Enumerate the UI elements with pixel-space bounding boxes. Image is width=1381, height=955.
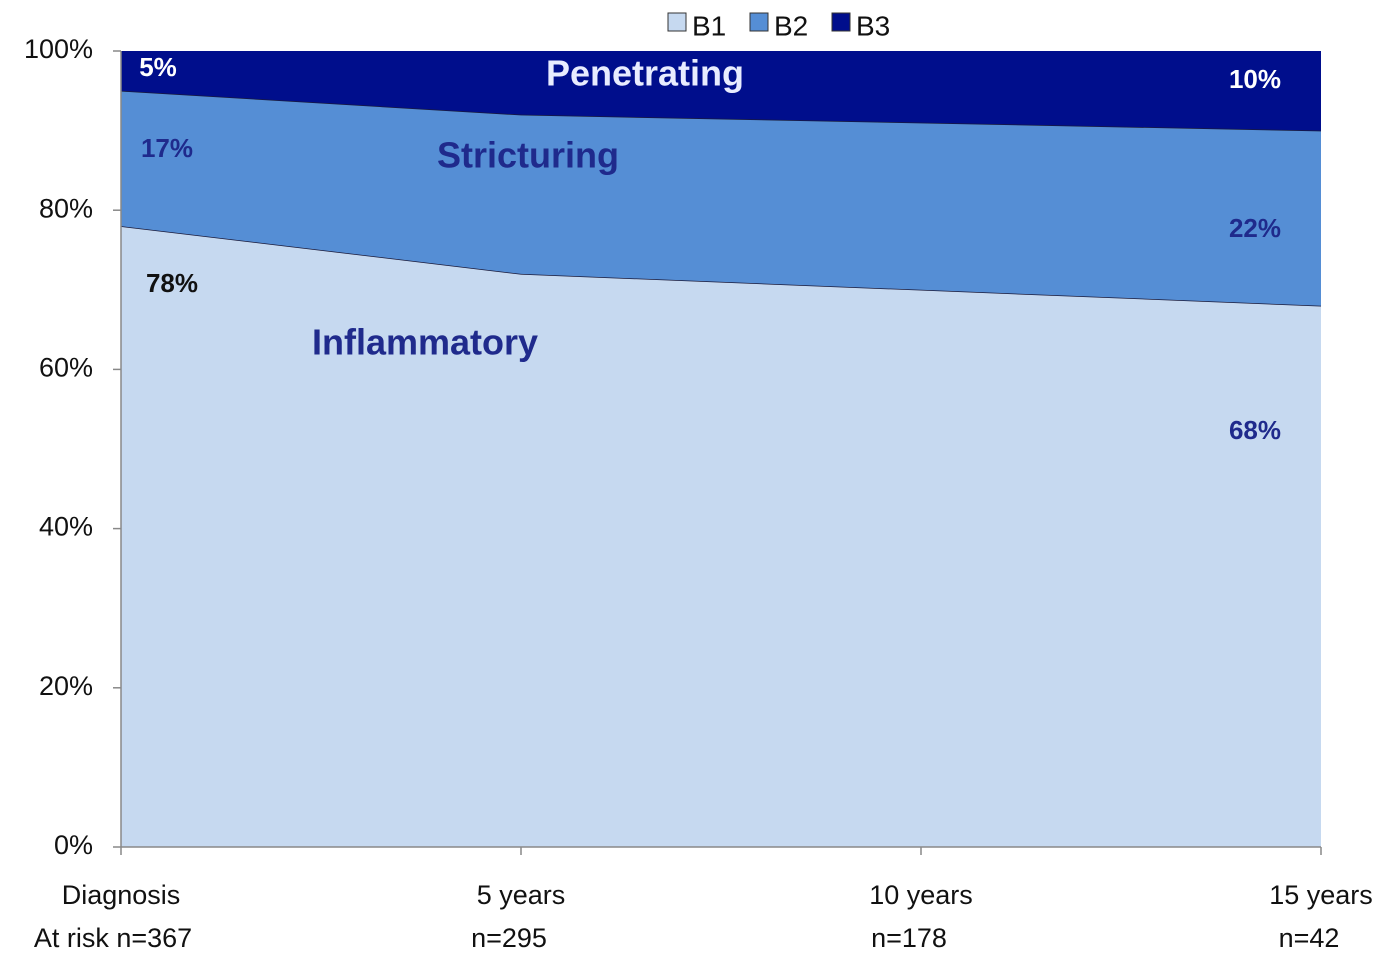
area (121, 226, 1321, 847)
at-risk-label: n=42 (1279, 923, 1340, 953)
series-label: Inflammatory (312, 322, 538, 363)
y-tick-label: 60% (39, 353, 93, 383)
y-tick-label: 40% (39, 512, 93, 542)
at-risk-label: n=295 (471, 923, 547, 953)
at-risk-label: n=178 (871, 923, 947, 953)
value-label: 17% (141, 133, 193, 163)
legend-swatch (667, 12, 687, 32)
value-label: 68% (1229, 415, 1281, 445)
series-label: Stricturing (437, 135, 619, 176)
legend-swatch (831, 12, 851, 32)
value-label: 10% (1229, 64, 1281, 94)
y-tick-label: 100% (24, 34, 93, 64)
value-label: 78% (146, 268, 198, 298)
value-label: 22% (1229, 213, 1281, 243)
x-tick-label: 5 years (477, 880, 566, 910)
value-label: 5% (139, 52, 177, 82)
y-tick-label: 0% (54, 830, 93, 860)
x-tick-label: Diagnosis (62, 880, 181, 910)
legend-label: B2 (774, 10, 808, 41)
y-tick-label: 20% (39, 671, 93, 701)
series-label: Penetrating (546, 53, 744, 94)
x-tick-label: 10 years (869, 880, 973, 910)
area (121, 90, 1321, 306)
area (121, 51, 1321, 131)
legend-swatch (749, 12, 769, 32)
y-tick-label: 80% (39, 193, 93, 223)
legend-label: B1 (692, 10, 726, 41)
legend-label: B3 (856, 10, 890, 41)
at-risk-label: At risk n=367 (34, 923, 192, 953)
x-tick-label: 15 years (1269, 880, 1373, 910)
